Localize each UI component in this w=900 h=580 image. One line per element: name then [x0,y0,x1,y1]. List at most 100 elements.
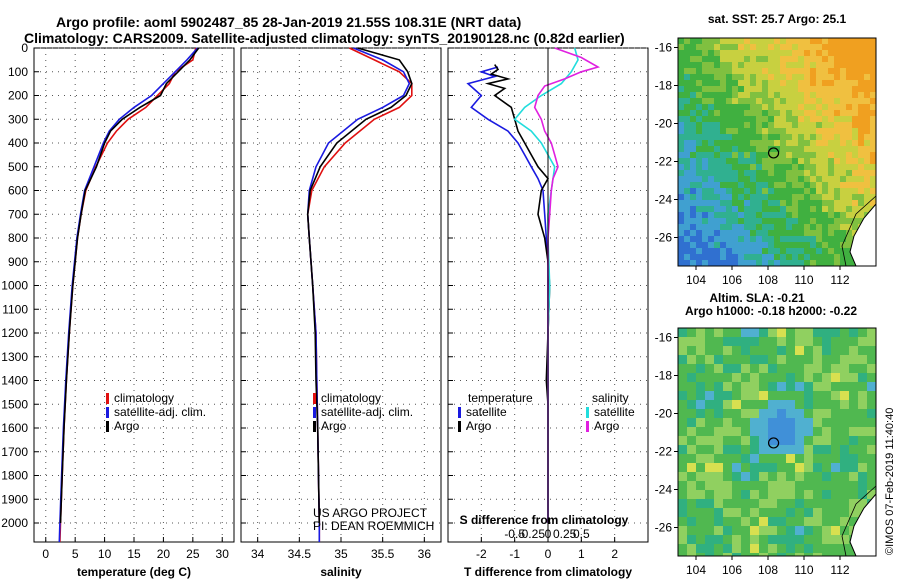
map-cell [858,50,864,56]
xtick-label-p2: -1 [509,547,520,561]
map-cell [684,38,690,44]
map-cell [768,328,777,337]
map-cell [726,92,732,98]
map-cell [804,62,810,68]
map-cell [744,80,750,86]
map-cell [858,80,864,86]
map-cell [834,116,840,122]
map-cell [768,254,774,260]
map-cell [840,176,846,182]
map-cell [798,128,804,134]
map-cell [828,38,834,44]
legend-t-argo: Argo [466,419,492,433]
map-cell [756,260,762,266]
map-cell [696,535,705,544]
map-cell [858,122,864,128]
map-cell [741,490,750,499]
map-cell [870,140,876,146]
map-cell [720,176,726,182]
map-cell [840,146,846,152]
map-cell [759,490,768,499]
map-cell [774,242,780,248]
map-cell [768,248,774,254]
map-cell [696,472,705,481]
map-cell [786,254,792,260]
map-cell [708,164,714,170]
map-cell [738,140,744,146]
map-cell [849,508,858,517]
map-cell [804,230,810,236]
map-cell [723,418,732,427]
map-cell [759,355,768,364]
map-cell [792,170,798,176]
map-cell [744,104,750,110]
map-cell [846,56,852,62]
map-cell [732,436,741,445]
map-cell [720,158,726,164]
map-cell [750,481,759,490]
map-cell [840,445,849,454]
map-cell [741,346,750,355]
map-cell [795,346,804,355]
map-cell [858,337,867,346]
map-cell [846,248,852,254]
map-cell [726,50,732,56]
map-cell [708,86,714,92]
map-cell [846,86,852,92]
map-cell [744,164,750,170]
map-cell [798,194,804,200]
map-cell [786,427,795,436]
map-cell [744,218,750,224]
map-cell [792,68,798,74]
map-cell [870,116,876,122]
map-cell [678,382,687,391]
map-cell [774,44,780,50]
map-cell [858,152,864,158]
map-cell [744,170,750,176]
map-cell [744,122,750,128]
map-cell [708,128,714,134]
map-cell [714,427,723,436]
map-cell [696,427,705,436]
map-cell [870,134,876,140]
map-cell [786,260,792,266]
map-cell [834,152,840,158]
ytick-label-depth: 100 [8,65,28,79]
map-cell [768,490,777,499]
map-cell [828,260,834,266]
map-cell [744,194,750,200]
map-cell [795,490,804,499]
map-cell [804,152,810,158]
map-cell [723,346,732,355]
map-cell [690,254,696,260]
map-cell [756,86,762,92]
map-cell [840,463,849,472]
map-cell [708,206,714,212]
xtick-label-p1: 35.5 [371,547,395,561]
map-cell [840,38,846,44]
map-cell [726,122,732,128]
map-cell [768,158,774,164]
map-cell [678,346,687,355]
map-cell [708,248,714,254]
map-cell [750,122,756,128]
map-cell [768,116,774,122]
map-cell [684,176,690,182]
map-cell [750,445,759,454]
map-cell [792,104,798,110]
map-cell [723,499,732,508]
map-cell [798,38,804,44]
map-cell [708,242,714,248]
map-cell [714,508,723,517]
map-cell [708,38,714,44]
map-cell [687,373,696,382]
map-cell [822,182,828,188]
map-cell [822,230,828,236]
map-cell [822,224,828,230]
map-cell [774,92,780,98]
map-cell [822,499,831,508]
map-cell [840,230,846,236]
map-cell [750,56,756,62]
map-cell [768,346,777,355]
map-cell [696,170,702,176]
